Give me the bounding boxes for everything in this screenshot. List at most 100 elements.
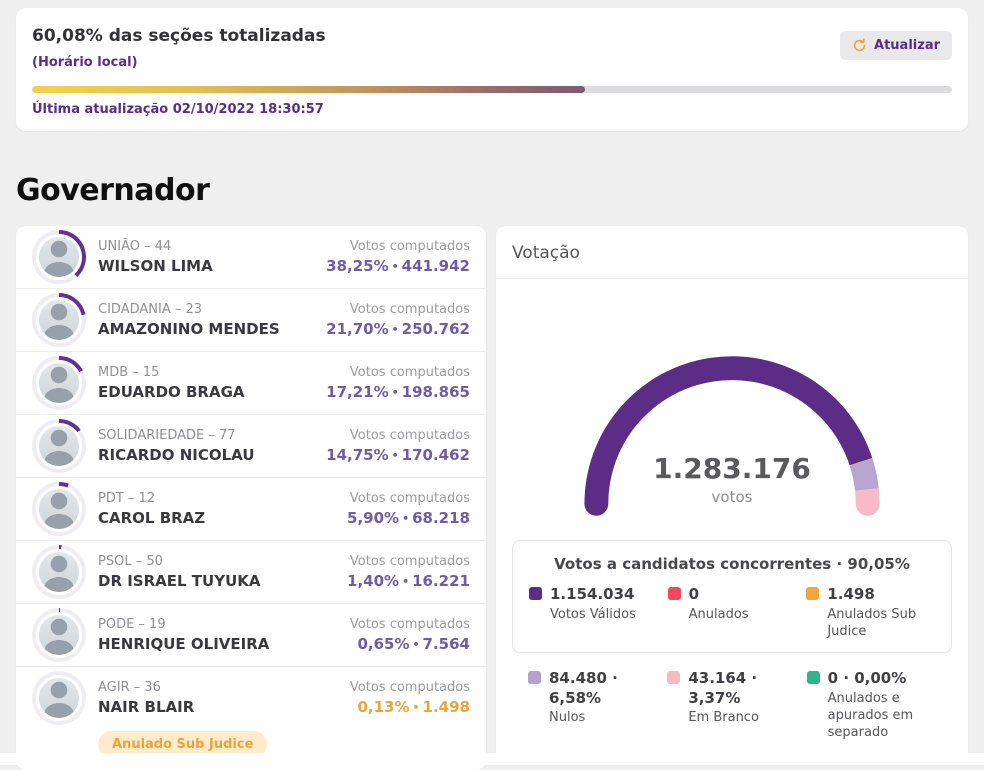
candidate-votes: 7.564 bbox=[422, 635, 470, 653]
votes-computed-label: Votos computados bbox=[349, 428, 470, 443]
candidate-party: PODE – 19 bbox=[98, 617, 166, 632]
candidate-party: SOLIDARIEDADE – 77 bbox=[98, 428, 236, 443]
total-votes-value: 1.283.176 bbox=[653, 452, 811, 486]
competing-votes-title: Votos a candidatos concorrentes · 90,05% bbox=[554, 555, 910, 574]
candidate-name: HENRIQUE OLIVEIRA bbox=[98, 635, 270, 653]
candidate-votes-value: 38,25% • 441.942 bbox=[326, 257, 470, 275]
candidate-party: UNIÃO – 44 bbox=[98, 239, 172, 254]
legend-entry: 1.154.034 Votos Válidos bbox=[529, 585, 658, 640]
votes-computed-label: Votos computados bbox=[349, 680, 470, 695]
legend-entry: 84.480 · 6,58% Nulos bbox=[528, 669, 657, 741]
bullet-separator: • bbox=[391, 386, 399, 399]
legend-color-swatch bbox=[667, 671, 681, 685]
candidate-party: PSOL – 50 bbox=[98, 554, 163, 569]
candidate-row[interactable]: PODE – 19 HENRIQUE OLIVEIRA Votos comput… bbox=[16, 603, 486, 666]
legend-label: Votos Válidos bbox=[550, 606, 636, 622]
legend-label: Nulos bbox=[549, 710, 586, 726]
legend-value: 1.498 bbox=[827, 585, 875, 604]
candidate-party: PDT – 12 bbox=[98, 491, 156, 506]
candidate-pct: 14,75% bbox=[326, 446, 389, 464]
candidate-progress-ring bbox=[32, 356, 86, 410]
candidates-card: UNIÃO – 44 WILSON LIMA Votos computados … bbox=[16, 226, 486, 770]
candidate-pct: 21,70% bbox=[326, 320, 389, 338]
bullet-separator: • bbox=[412, 638, 420, 651]
candidate-progress-ring bbox=[32, 293, 86, 347]
legend-color-swatch bbox=[667, 587, 681, 601]
candidate-party: MDB – 15 bbox=[98, 365, 160, 380]
candidate-row[interactable]: PSOL – 50 DR ISRAEL TUYUKA Votos computa… bbox=[16, 540, 486, 603]
candidate-avatar bbox=[36, 675, 82, 721]
legend-value: 84.480 · 6,58% bbox=[549, 669, 618, 707]
candidate-name: EDUARDO BRAGA bbox=[98, 383, 245, 401]
votes-computed-label: Votos computados bbox=[349, 617, 470, 632]
candidate-row[interactable]: MDB – 15 EDUARDO BRAGA Votos computados … bbox=[16, 351, 486, 414]
candidate-votes: 441.942 bbox=[401, 257, 470, 275]
candidate-name: DR ISRAEL TUYUKA bbox=[98, 572, 261, 590]
legend-color-swatch bbox=[806, 671, 820, 685]
totalization-title: 60,08% das seções totalizadas bbox=[32, 26, 326, 46]
bullet-separator: • bbox=[391, 323, 399, 336]
candidate-votes-value: 17,21% • 198.865 bbox=[326, 383, 470, 401]
totalization-card: 60,08% das seções totalizadas (Horário l… bbox=[16, 8, 968, 131]
candidate-avatar bbox=[36, 486, 82, 532]
competing-votes-box: Votos a candidatos concorrentes · 90,05%… bbox=[512, 540, 952, 654]
candidate-name: WILSON LIMA bbox=[98, 257, 213, 275]
local-time-note: (Horário local) bbox=[32, 55, 138, 70]
votes-computed-label: Votos computados bbox=[349, 239, 470, 254]
candidate-name: CAROL BRAZ bbox=[98, 509, 206, 527]
votes-gauge: 1.283.176 votos bbox=[512, 293, 952, 522]
refresh-button[interactable]: Atualizar bbox=[840, 31, 952, 60]
legend-value: 0 bbox=[688, 585, 700, 604]
totalization-progress-fill bbox=[32, 86, 585, 93]
candidate-row[interactable]: PDT – 12 CAROL BRAZ Votos computados 5,9… bbox=[16, 477, 486, 540]
candidate-pct: 0,65% bbox=[357, 635, 410, 653]
legend-color-swatch bbox=[529, 587, 542, 601]
candidate-votes-value: 1,40% • 16.221 bbox=[347, 572, 470, 590]
candidate-row[interactable]: UNIÃO – 44 WILSON LIMA Votos computados … bbox=[16, 226, 486, 288]
bullet-separator: • bbox=[391, 260, 399, 273]
legend-label: Anulados Sub Judice bbox=[827, 606, 917, 639]
candidate-progress-ring bbox=[32, 230, 86, 284]
candidate-avatar bbox=[36, 549, 82, 595]
bullet-separator: • bbox=[402, 512, 410, 525]
legend-entry: 0 · 0,00% Anulados e apurados em separad… bbox=[806, 669, 936, 741]
candidate-pct: 1,40% bbox=[347, 572, 400, 590]
legend-entry: 43.164 · 3,37% Em Branco bbox=[667, 669, 796, 741]
legend-grid-top: 1.154.034 Votos Válidos 0 Anulados 1.498… bbox=[529, 585, 935, 640]
candidate-party: CIDADANIA – 23 bbox=[98, 302, 203, 317]
candidate-votes-value: 0,65% • 7.564 bbox=[350, 635, 470, 653]
bullet-separator: • bbox=[391, 449, 399, 462]
candidate-avatar bbox=[36, 234, 82, 280]
candidate-votes-value: 21,70% • 250.762 bbox=[326, 320, 470, 338]
candidate-row[interactable]: SOLIDARIEDADE – 77 RICARDO NICOLAU Votos… bbox=[16, 414, 486, 477]
candidate-votes: 250.762 bbox=[401, 320, 470, 338]
candidate-votes-value: 0,13% • 1.498 bbox=[350, 698, 470, 716]
candidate-votes: 170.462 bbox=[401, 446, 470, 464]
legend-grid-bottom: 84.480 · 6,58% Nulos 43.164 · 3,37% Em B… bbox=[528, 669, 936, 741]
candidate-name: AMAZONINO MENDES bbox=[98, 320, 280, 338]
legend-label: Em Branco bbox=[688, 710, 759, 726]
last-update-text: Última atualização 02/10/2022 18:30:57 bbox=[32, 102, 324, 117]
candidate-pct: 5,90% bbox=[347, 509, 400, 527]
candidate-pct: 38,25% bbox=[326, 257, 389, 275]
candidate-pct: 17,21% bbox=[326, 383, 389, 401]
candidate-name: RICARDO NICOLAU bbox=[98, 446, 255, 464]
votacao-title: Votação bbox=[496, 226, 968, 279]
votes-computed-label: Votos computados bbox=[349, 365, 470, 380]
candidate-votes-value: 5,90% • 68.218 bbox=[347, 509, 470, 527]
gauge-chart bbox=[584, 356, 880, 516]
candidate-votes: 198.865 bbox=[401, 383, 470, 401]
legend-value: 0 · 0,00% bbox=[827, 669, 907, 688]
page-title: Governador bbox=[16, 173, 210, 208]
candidate-progress-ring bbox=[32, 482, 86, 536]
candidate-progress-ring bbox=[32, 419, 86, 473]
candidate-votes: 1.498 bbox=[422, 698, 470, 716]
votacao-card: Votação 1.283.176 votos Votos a candidat… bbox=[496, 226, 968, 760]
totalization-progress-bar bbox=[32, 86, 952, 93]
legend-color-swatch bbox=[528, 671, 541, 685]
legend-color-swatch bbox=[806, 587, 820, 601]
bullet-separator: • bbox=[402, 575, 410, 588]
candidate-row[interactable]: CIDADANIA – 23 AMAZONINO MENDES Votos co… bbox=[16, 288, 486, 351]
refresh-icon bbox=[853, 38, 866, 52]
candidate-name: NAIR BLAIR bbox=[98, 698, 195, 716]
